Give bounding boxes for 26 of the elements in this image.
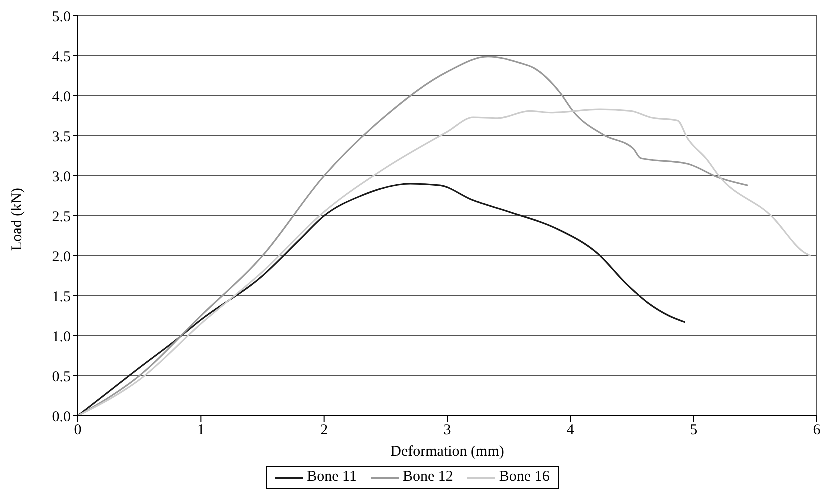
y-tick-label: 0.0	[52, 409, 71, 426]
y-tick-label: 5.0	[52, 9, 71, 26]
x-axis-title: Deformation (mm)	[390, 444, 504, 460]
x-tick-label: 0	[74, 422, 82, 439]
legend-label: Bone 12	[403, 469, 454, 486]
line-series	[78, 108, 812, 416]
legend-label: Bone 11	[307, 469, 357, 486]
y-tick-label: 4.0	[52, 89, 71, 106]
x-tick-label: 1	[197, 422, 205, 439]
x-tick-label: 3	[444, 422, 452, 439]
y-tick-label: 3.0	[52, 169, 71, 186]
y-tick-label: 0.5	[52, 369, 71, 386]
y-tick-label: 1.0	[52, 329, 71, 346]
x-tick-label: 4	[566, 422, 575, 439]
y-tick-label: 4.5	[52, 49, 71, 66]
y-tick-label: 2.5	[52, 209, 71, 226]
x-tick-label: 2	[320, 422, 328, 439]
y-axis-title: Load (kN)	[9, 188, 26, 251]
legend-label: Bone 16	[499, 469, 550, 486]
y-tick-label: 2.0	[52, 249, 71, 266]
y-tick-label: 3.5	[52, 129, 71, 146]
x-tick-label: 6	[813, 422, 820, 439]
x-tick-label: 5	[690, 422, 698, 439]
y-tick-label: 1.5	[52, 289, 71, 306]
line-series	[78, 183, 686, 416]
line-series	[78, 56, 749, 416]
